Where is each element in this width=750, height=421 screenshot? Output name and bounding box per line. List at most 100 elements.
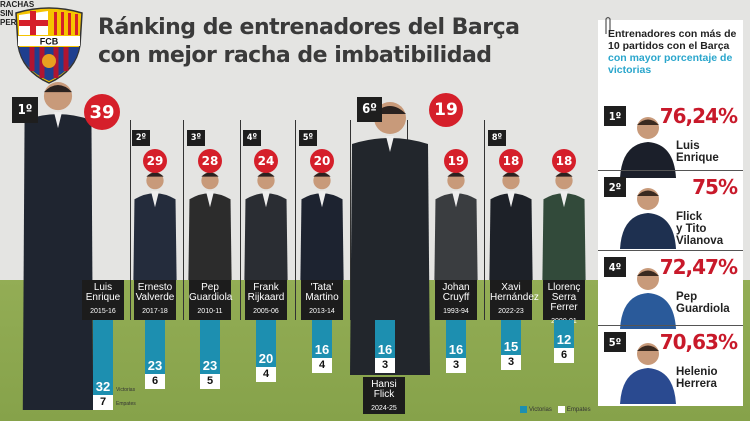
coach-photo <box>620 188 676 249</box>
coach-season: 1993-94 <box>443 308 469 315</box>
coach-photo-luis-enrique <box>22 82 94 410</box>
panel-percentage: 75% <box>692 175 738 199</box>
coach-photo <box>620 343 676 404</box>
legend-victorias: Victorias <box>520 406 552 413</box>
victorias-bar: 16 <box>375 320 395 358</box>
coach-first-name: Luis <box>93 282 113 293</box>
panel-name-line-2: Herrera <box>676 378 717 390</box>
legend-empates: Empates <box>557 406 591 414</box>
coach-photo <box>542 172 586 280</box>
coach-label: Ernesto Valverde 2017-18 <box>134 280 176 320</box>
panel-rank-badge: 1º <box>604 106 626 126</box>
coach-photo-hansi-flick <box>350 102 430 375</box>
panel-rank-badge: 2º <box>604 177 626 197</box>
streak-total-circle: 18 <box>499 149 523 173</box>
coach-label: 'Tata' Martino 2013-14 <box>301 280 343 320</box>
panel-percentage: 70,63% <box>659 330 738 354</box>
coach-first-name: Xavi <box>501 282 521 293</box>
rank-badge: 4º <box>243 130 261 146</box>
column-divider <box>295 120 296 320</box>
column-divider <box>240 120 241 320</box>
coach-label: Xavi Hernández 2022-23 <box>490 280 539 320</box>
panel-coach-name: Pep Guardiola <box>676 291 730 315</box>
empates-box: 3 <box>501 355 521 371</box>
empates-box: 5 <box>200 374 220 390</box>
column-divider <box>130 120 131 320</box>
victorias-bar: 23 <box>145 320 165 375</box>
coach-last-name: Cruyff <box>442 292 470 303</box>
coach-photo <box>300 172 344 280</box>
empates-tag: Empates <box>116 401 136 408</box>
coach-last-name: Hernández <box>490 292 539 303</box>
panel-name-line-1: Helenio <box>676 366 718 378</box>
crest-text: FCB <box>40 37 59 47</box>
rank-badge: 3º <box>187 130 205 146</box>
panel-percentage: 72,47% <box>659 255 738 279</box>
rank-badge: 8º <box>488 130 506 146</box>
empates-swatch <box>557 406 565 413</box>
victorias-bar: 16 <box>446 320 466 358</box>
panel-percentage: 76,24% <box>659 104 738 128</box>
coach-photo <box>188 172 232 280</box>
coach-photo <box>434 172 478 280</box>
panel-name-line-2: Enrique <box>676 152 719 164</box>
coach-last-name: Martino <box>305 292 339 303</box>
empates-box: 6 <box>145 374 165 390</box>
empates-box: 4 <box>256 367 276 382</box>
column-divider <box>183 120 184 320</box>
rank-badge: 1º <box>12 97 38 123</box>
coach-season: 2017-18 <box>142 308 168 315</box>
empates-box: 3 <box>446 357 466 373</box>
panel-heading: Entrenadores con más de 10 partidos con … <box>608 28 738 76</box>
coach-season: 2005-06 <box>253 308 279 315</box>
panel-heading-text: Entrenadores con más de 10 partidos con … <box>608 28 737 52</box>
coach-photo <box>620 117 676 178</box>
coach-photo <box>620 268 676 329</box>
win-percentage-panel: Entrenadores con más de 10 partidos con … <box>598 16 743 406</box>
panel-name-line-2: Guardiola <box>676 303 730 315</box>
panel-heading-highlight: con mayor porcentaje de victorias <box>608 52 733 76</box>
empates-box: 7 <box>93 395 113 411</box>
panel-entry: 1º 76,24% Luis Enrique <box>598 100 743 180</box>
victorias-swatch <box>520 406 527 413</box>
streak-total-circle: 19 <box>429 93 463 127</box>
coach-first-name: Pep <box>201 282 219 293</box>
victorias-bar: 12 <box>554 320 574 349</box>
coach-photo <box>133 172 177 280</box>
page-title: Ránking de entrenadores del Barça con me… <box>98 14 520 70</box>
streak-total-circle: 39 <box>84 94 120 130</box>
streak-total-circle: 29 <box>143 149 167 173</box>
coach-first-name: Llorenç <box>547 282 581 293</box>
coach-last-name: Enrique <box>85 292 121 303</box>
coach-photo <box>489 172 533 280</box>
streak-total-circle: 20 <box>310 149 334 173</box>
coach-season: 2022-23 <box>498 308 524 315</box>
coach-last-name: Serra Ferrer <box>550 292 578 313</box>
legend-empates-label: Empates <box>566 407 591 414</box>
legend-victorias-label: Victorias <box>529 407 552 414</box>
coach-label: Johan Cruyff 1993-94 <box>435 280 477 320</box>
coach-season: 2015-16 <box>90 308 116 315</box>
victorias-bar: 20 <box>256 320 276 367</box>
panel-entry: 5º 70,63% Helenio Herrera <box>598 325 743 405</box>
victorias-bar: 16 <box>312 320 332 358</box>
streak-total-circle: 18 <box>552 149 576 173</box>
panel-entry: 4º 72,47% Pep Guardiola <box>598 250 743 330</box>
coach-label: Luis Enrique 2015-16 <box>82 280 124 320</box>
empates-box: 4 <box>312 357 332 373</box>
panel-name-line-1: Flick <box>676 211 703 223</box>
streak-total-circle: 28 <box>198 149 222 173</box>
rank-badge: 5º <box>299 130 317 146</box>
rank-badge: 2º <box>132 130 150 146</box>
coach-first-name: 'Tata' <box>310 282 334 293</box>
coach-season: 2024-25 <box>371 405 397 412</box>
victorias-bar: 23 <box>200 320 220 375</box>
column-divider <box>484 120 485 320</box>
victorias-tag: Victorias <box>116 387 136 394</box>
coach-photo <box>244 172 288 280</box>
coach-first-name: Johan <box>442 282 470 293</box>
coach-label: Hansi Flick 2024-25 <box>363 377 405 414</box>
empates-box: 6 <box>554 348 574 364</box>
